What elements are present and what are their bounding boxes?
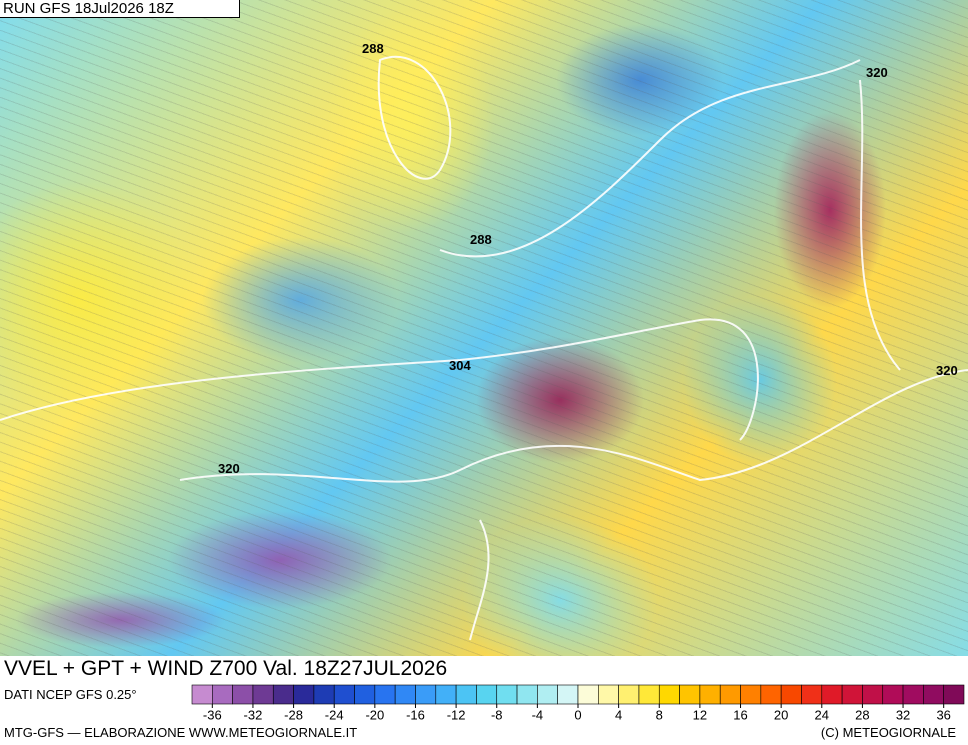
color-swatch <box>252 684 274 705</box>
tick-label: -16 <box>406 707 425 722</box>
credit: MTG-GFS — ELABORAZIONE WWW.METEOGIORNALE… <box>4 725 358 740</box>
color-swatch <box>272 684 294 705</box>
color-swatch <box>557 684 579 705</box>
contour-label: 288 <box>362 41 384 56</box>
data-source: DATI NCEP GFS 0.25° <box>4 687 137 702</box>
tick-label: 8 <box>656 707 663 722</box>
tick-label: 28 <box>855 707 869 722</box>
tick-label: 32 <box>896 707 910 722</box>
contour-line <box>377 56 452 180</box>
tick-label: -12 <box>447 707 466 722</box>
color-swatch <box>232 684 254 705</box>
color-swatch <box>394 684 416 705</box>
contour-label: 288 <box>470 232 492 247</box>
map-title: VVEL + GPT + WIND Z700 Val. 18Z27JUL2026 <box>0 656 968 682</box>
color-swatch <box>415 684 437 705</box>
contour-label: 320 <box>936 363 958 378</box>
color-swatch <box>638 684 660 705</box>
color-swatch <box>943 684 965 705</box>
color-swatch <box>658 684 680 705</box>
color-swatch <box>191 684 213 705</box>
contour-line <box>859 79 901 371</box>
contours: 288 320 288 304 320 320 320 <box>0 41 968 668</box>
color-swatch <box>577 684 599 705</box>
run-title: RUN GFS 18Jul2026 18Z <box>0 0 240 18</box>
color-swatch <box>537 684 558 705</box>
contour-label: 320 <box>218 461 240 476</box>
contour-line <box>439 59 861 258</box>
tick-label: -24 <box>325 707 344 722</box>
contour-label: 320 <box>866 65 888 80</box>
contour-line <box>179 369 968 483</box>
weather-map: 288 320 288 304 320 320 320 <box>0 0 968 682</box>
tick-label: 16 <box>733 707 747 722</box>
color-swatch <box>923 684 944 705</box>
tick-label: -28 <box>284 707 303 722</box>
color-swatch <box>699 684 721 705</box>
color-swatch <box>679 684 701 705</box>
color-swatch <box>760 684 782 705</box>
tick-label: 36 <box>936 707 950 722</box>
color-swatch <box>862 684 884 705</box>
color-swatch <box>435 684 457 705</box>
color-swatch <box>313 684 335 705</box>
tick-label: -36 <box>203 707 222 722</box>
contour-line <box>0 318 759 441</box>
color-swatch <box>293 684 315 705</box>
tick-label: 20 <box>774 707 788 722</box>
color-swatch <box>618 684 640 705</box>
copyright: (C) METEOGIORNALE <box>820 725 956 740</box>
tick-label: 12 <box>693 707 707 722</box>
tick-label: -20 <box>365 707 384 722</box>
tick-label: -4 <box>532 707 544 722</box>
color-swatch <box>516 684 538 705</box>
color-swatch <box>496 684 518 705</box>
tick-label: 4 <box>615 707 622 722</box>
color-swatch <box>801 684 823 705</box>
tick-label: -32 <box>244 707 263 722</box>
colorbar: -36 -32 -28 -24 -20 -16 -12 -8 -4 0 4 8 12 16 20 24 28 32… <box>191 684 965 722</box>
color-swatch <box>780 684 802 705</box>
color-swatch <box>333 684 355 705</box>
color-swatch <box>212 684 233 705</box>
contour-label: 304 <box>449 358 471 373</box>
color-swatch <box>476 684 498 705</box>
contour-line <box>469 519 490 641</box>
tick-label: -8 <box>491 707 503 722</box>
color-swatch <box>719 684 741 705</box>
color-swatch <box>455 684 477 705</box>
color-swatch <box>821 684 843 705</box>
color-swatch <box>841 684 863 705</box>
color-swatch <box>902 684 924 705</box>
color-swatch <box>882 684 904 705</box>
tick-label: 24 <box>815 707 829 722</box>
color-swatch <box>740 684 762 705</box>
color-swatch <box>374 684 396 705</box>
color-swatch <box>598 684 619 705</box>
color-swatch <box>354 684 376 705</box>
tick-label: 0 <box>574 707 581 722</box>
